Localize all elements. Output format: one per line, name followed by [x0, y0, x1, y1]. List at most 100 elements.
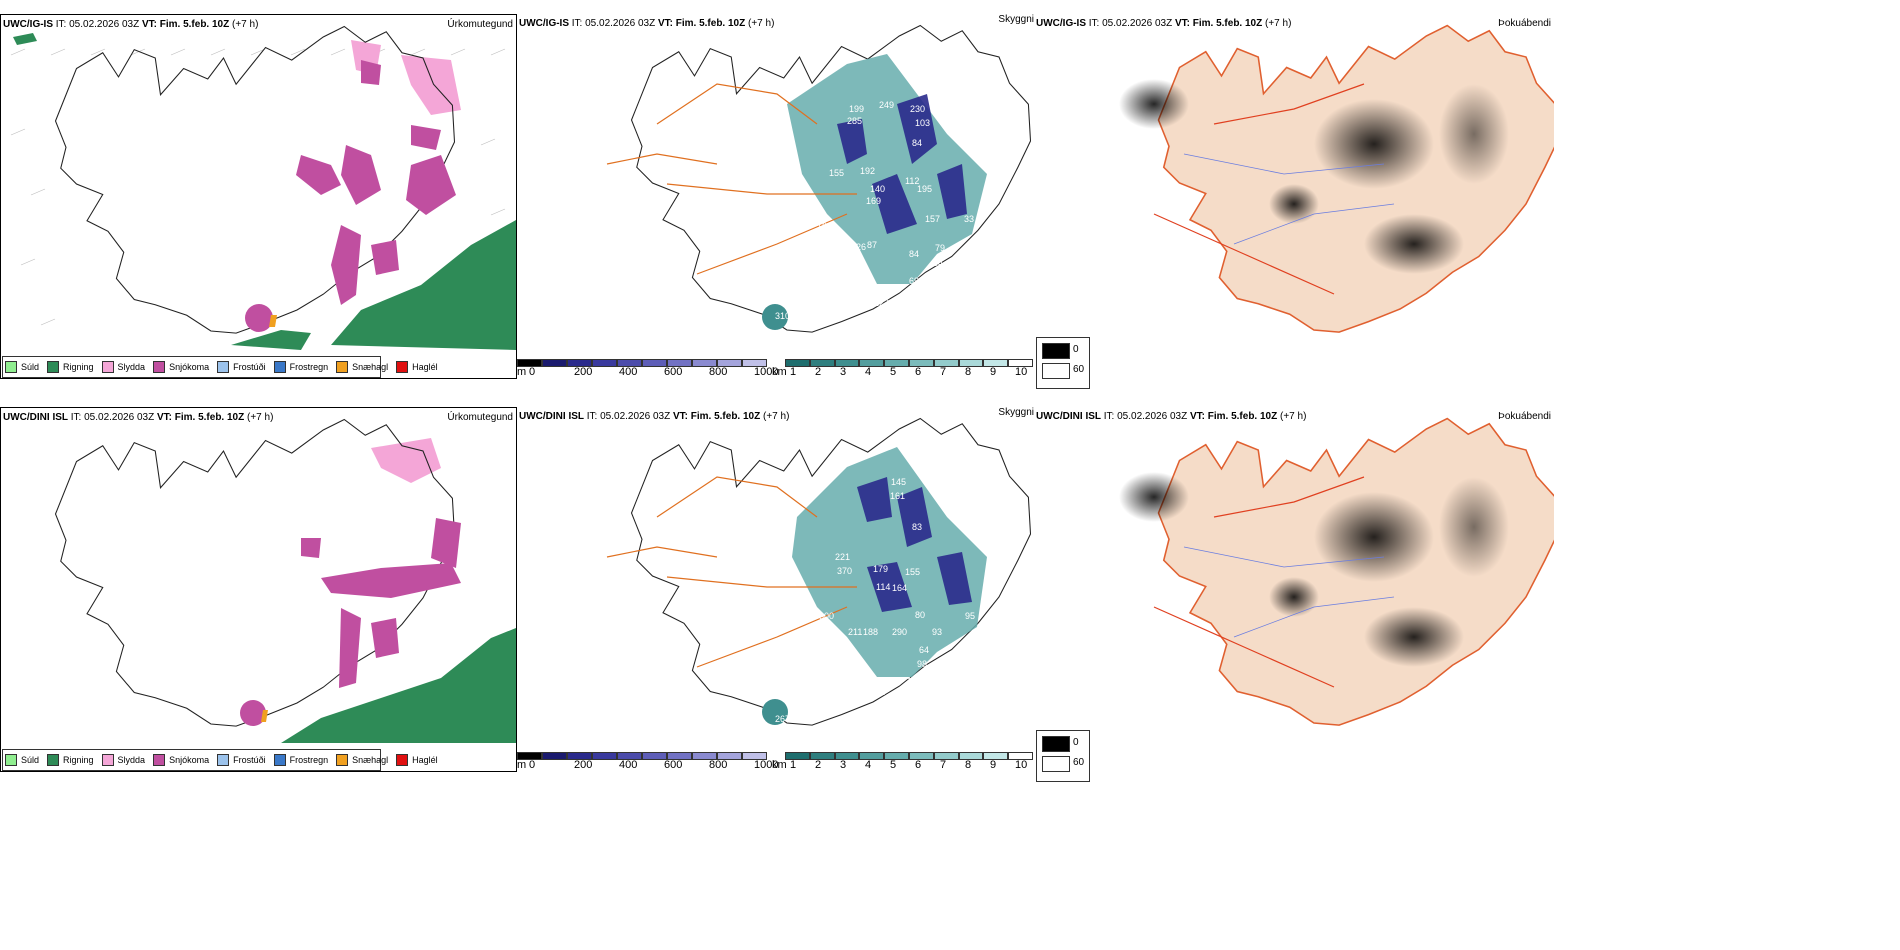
colorbar-tick-label: 9: [990, 759, 997, 771]
colorbar-segment: [567, 359, 592, 367]
colorbar-tick-label: 7: [940, 759, 947, 771]
colorbar-segment: [592, 752, 617, 760]
visibility-value-label: 85: [784, 617, 794, 627]
colorbar-tick-label: 1: [790, 759, 797, 771]
colorbar-tick-label: 800: [709, 759, 728, 771]
panel-header: UWC/DINI ISL IT: 05.02.2026 03Z VT: Fim.…: [3, 412, 274, 423]
colorbar-tick-label: 2: [815, 366, 822, 378]
visibility-value-label: 83: [912, 522, 922, 532]
panel-title: Þokuábendi: [1498, 411, 1551, 422]
legend-swatch: [101, 361, 114, 373]
colorbar-segment: [983, 359, 1009, 367]
visibility-value-label: 221: [835, 552, 850, 562]
legend-item: Snjókoma: [153, 361, 209, 373]
colorbar-segment: [617, 359, 642, 367]
colorbar-segment: [933, 752, 959, 760]
visibility-value-label: 155: [829, 168, 844, 178]
colorbar-tick-label: 5: [890, 366, 897, 378]
panel-header: UWC/IG-IS IT: 05.02.2026 03Z VT: Fim. 5.…: [3, 19, 259, 30]
colorbar-tick-label: 3: [840, 366, 847, 378]
colorbar-segment: [958, 752, 984, 760]
visibility-value-label: 290: [892, 627, 907, 637]
colorbar-tick-label: 200: [574, 366, 593, 378]
colorbar-unit-m: m: [517, 366, 527, 378]
legend-swatch: [217, 754, 230, 766]
colorbar-segment: [567, 752, 592, 760]
colorbar-tick-label: 1000: [754, 759, 779, 771]
legend-swatch: [101, 754, 114, 766]
visibility-value-label: 84: [933, 258, 943, 268]
legend-item: Rigning: [47, 361, 94, 373]
legend-item: Frostregn: [273, 754, 328, 766]
colorbar-segment: [785, 359, 810, 367]
colorbar-tick-label: 1000: [754, 366, 779, 378]
visibility-value-label: 33: [873, 701, 883, 711]
precip-type-panel-top: UWC/IG-IS IT: 05.02.2026 03Z VT: Fim. 5.…: [0, 14, 517, 379]
panel-header: UWC/IG-IS IT: 05.02.2026 03Z VT: Fim. 5.…: [519, 18, 775, 29]
colorbar-tick-label: 3: [840, 759, 847, 771]
visibility-labels: 267 145 161 109 142 83 221 370 179 155 114 164 300 85…: [775, 471, 975, 724]
legend-swatch: [273, 361, 286, 373]
colorbar-tick-label: 10: [1015, 759, 1028, 771]
colorbar-segment: [717, 752, 742, 760]
fog-label-black: 0: [1073, 344, 1079, 355]
visibility-colorbar-km: [785, 752, 1033, 760]
colorbar-segment: [884, 359, 909, 367]
visibility-value-label: 300: [819, 611, 834, 621]
fog-panel-bottom: UWC/DINI ISL IT: 05.02.2026 03Z VT: Fim.…: [1034, 407, 1554, 772]
visibility-value-label: 80: [915, 610, 925, 620]
legend-swatch: [47, 754, 60, 766]
visibility-value-label: 16: [817, 221, 827, 231]
panel-title: Úrkomutegund: [447, 19, 513, 30]
visibility-value-label: 285: [847, 116, 862, 126]
legend-swatch: [5, 361, 17, 373]
fog-swatch-black: [1042, 736, 1070, 752]
colorbar-segment: [542, 359, 567, 367]
visibility-value-label: 84: [912, 138, 922, 148]
visibility-panel-top: UWC/IG-IS IT: 05.02.2026 03Z VT: Fim. 5.…: [517, 14, 1034, 379]
colorbar-segment: [909, 359, 934, 367]
visibility-value-label: 164: [892, 583, 907, 593]
colorbar-segment: [1008, 359, 1033, 367]
legend-swatch: [273, 754, 286, 766]
colorbar-tick-label: 7: [940, 366, 947, 378]
visibility-value-label: 267: [775, 714, 790, 724]
panel-header: UWC/DINI ISL IT: 05.02.2026 03Z VT: Fim.…: [519, 411, 790, 422]
colorbar-tick-label: 9: [990, 366, 997, 378]
visibility-value-label: 112: [905, 176, 919, 186]
visibility-value-label: 123: [874, 298, 889, 308]
visibility-value-label: 33: [964, 214, 974, 224]
visibility-value-label: 230: [910, 104, 925, 114]
fog-swatch-white: [1042, 363, 1070, 379]
visibility-value-label: 161: [890, 491, 905, 501]
legend-item: Slydda: [101, 754, 145, 766]
precip-map-bottom: [54, 418, 516, 743]
visibility-value-label: 84: [909, 249, 919, 259]
fog-map-top: [1119, 24, 1554, 333]
colorbar-tick-label: 0: [529, 366, 536, 378]
visibility-value-label: 188: [863, 627, 878, 637]
legend-swatch: [396, 361, 409, 373]
visibility-value-label: 199: [849, 104, 864, 114]
legend-item: Frostregn: [273, 361, 328, 373]
visibility-colorbar-m: [517, 359, 767, 367]
precip-legend-items: Súld Rigning Slydda Snjókoma Frostúði Fr…: [5, 754, 438, 766]
colorbar-unit-m: m: [517, 759, 527, 771]
colorbar-tick-label: 200: [574, 759, 593, 771]
legend-swatch: [396, 754, 409, 766]
visibility-value-label: 370: [837, 566, 852, 576]
colorbar-segment: [859, 359, 885, 367]
colorbar-tick-label: 10: [1015, 366, 1028, 378]
visibility-value-label: 95: [965, 611, 975, 621]
legend-item: Snæhagl: [336, 361, 388, 373]
legend-item: Rigning: [47, 754, 94, 766]
colorbar-tick-label: 1: [790, 366, 797, 378]
visibility-colorbar-km: [785, 359, 1033, 367]
colorbar-segment: [983, 752, 1009, 760]
precip-map-top: [10, 25, 516, 350]
visibility-value-label: 64: [919, 645, 929, 655]
colorbar-segment: [617, 752, 642, 760]
visibility-value-label: 10: [787, 221, 797, 231]
colorbar-tick-label: 400: [619, 366, 638, 378]
colorbar-tick-label: 600: [664, 366, 683, 378]
